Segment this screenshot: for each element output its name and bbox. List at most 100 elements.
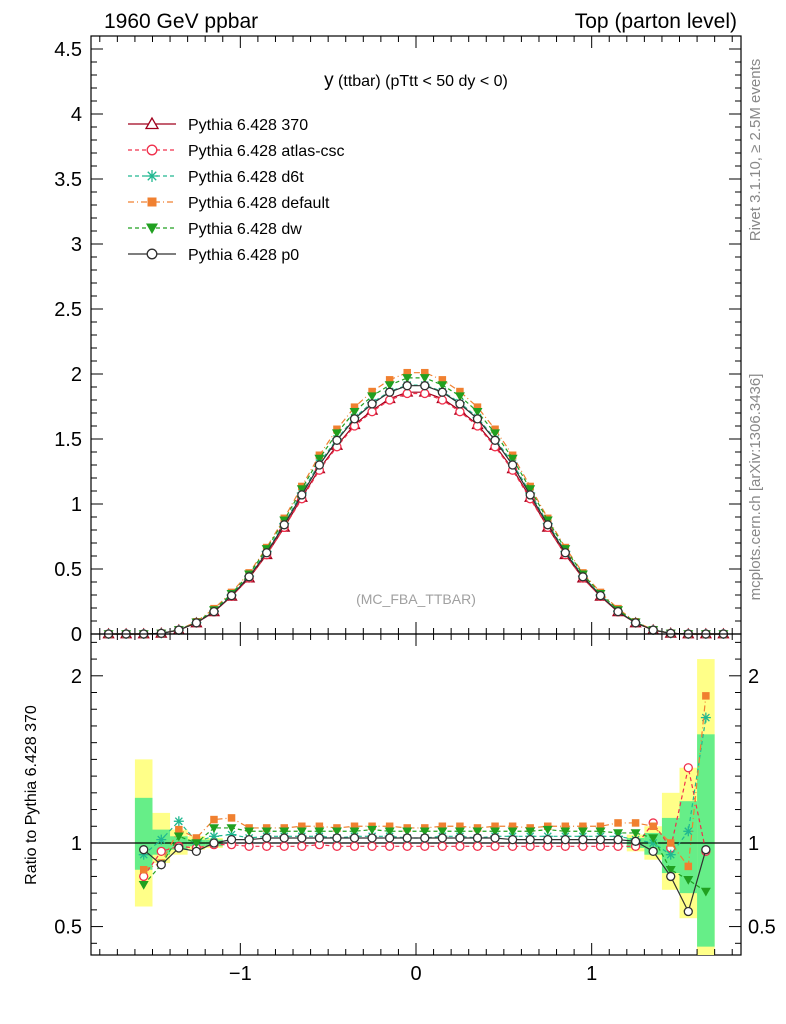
data-point [490, 435, 500, 445]
ratio-point [367, 841, 377, 851]
ratio-point [613, 834, 623, 845]
ratio-point [226, 824, 237, 833]
legend-entry: Pythia 6.428 atlas-csc [128, 143, 345, 160]
y-tick-label: 4.5 [54, 39, 82, 61]
ratio-point [579, 822, 587, 831]
ratio-series-line [143, 827, 707, 892]
ratio-point [491, 822, 499, 831]
data-point [367, 399, 377, 409]
data-point [314, 460, 325, 470]
ratio-point [420, 833, 430, 843]
data-point [456, 387, 464, 396]
ratio-point [139, 845, 149, 855]
ratio-point [156, 834, 167, 845]
ratio-y-tick-label-right: 1 [748, 833, 759, 855]
ratio-point [420, 841, 430, 851]
ratio-series-line [143, 717, 707, 856]
ratio-point [139, 865, 148, 874]
main-plot-y-tick-labels: 0 0.5 1 1.5 2 2.5 3 3.5 4 4.5 [54, 39, 82, 646]
data-point [525, 490, 535, 500]
data-point [262, 548, 272, 558]
ratio-point [227, 814, 236, 822]
ratio-point [314, 833, 325, 843]
data-point [648, 625, 658, 635]
ratio-point [525, 827, 536, 837]
ratio-point [542, 825, 553, 835]
legend-label: Pythia 6.428 p0 [188, 247, 299, 264]
ratio-point [173, 816, 184, 827]
ratio-point [578, 834, 588, 845]
ratio-point [262, 841, 272, 851]
ratio-point [332, 833, 342, 843]
ratio-y-tick-label-right: 2 [748, 666, 759, 688]
data-point [455, 399, 465, 409]
data-point [402, 381, 412, 391]
data-point [419, 374, 430, 383]
legend-entry: Pythia 6.428 dw [128, 221, 302, 238]
ratio-point [613, 829, 624, 838]
data-point [437, 381, 448, 391]
ratio-point [244, 834, 254, 845]
legend-marker [146, 144, 158, 156]
ratio-point [666, 871, 676, 882]
ratio-point [561, 822, 570, 831]
ratio-plot-series [138, 692, 711, 917]
ratio-point [456, 822, 464, 831]
data-point [385, 376, 394, 384]
ratio-point-stroke [649, 838, 658, 847]
ratio-point [543, 834, 553, 845]
data-point [349, 407, 360, 417]
data-point [507, 454, 518, 464]
ratio-point [437, 841, 448, 851]
ratio-point [349, 841, 360, 851]
ratio-point [367, 825, 378, 835]
ratio-point [297, 833, 307, 843]
mcplots-reference-label: mcplots.cern.ch [arXiv:1306.3436] [747, 374, 764, 601]
ratio-point [665, 865, 676, 875]
data-point [350, 403, 359, 411]
ratio-point [472, 833, 483, 843]
data-point [349, 414, 360, 424]
data-point [191, 618, 202, 628]
ratio-point [367, 833, 377, 843]
data-point [226, 591, 237, 601]
ratio-point [191, 839, 202, 848]
ratio-point [649, 822, 657, 831]
ratio-point [384, 827, 395, 837]
ratio-point [174, 843, 184, 853]
ratio-point [226, 834, 237, 845]
ratio-point [560, 827, 571, 837]
data-point [578, 572, 588, 582]
ratio-point [402, 833, 412, 843]
ratio-point [684, 862, 693, 871]
ratio-point [472, 827, 483, 837]
ratio-point [507, 834, 518, 845]
y-tick-label: 0.5 [54, 559, 82, 581]
data-point [384, 387, 395, 397]
ratio-plot-ticks [91, 634, 741, 955]
legend-marker [147, 197, 157, 207]
data-point [174, 625, 184, 635]
ratio-point [648, 846, 658, 856]
data-point [438, 376, 447, 384]
data-point [297, 490, 307, 500]
data-point [666, 628, 676, 638]
green-band [697, 734, 715, 947]
ratio-point [298, 822, 306, 831]
ratio-series-4 [139, 833, 711, 917]
legend-entry: Pythia 6.428 default [128, 195, 330, 212]
ratio-series-3 [138, 824, 711, 897]
ratio-point [683, 906, 693, 917]
legend-marker [146, 248, 158, 260]
header-right-label: Top (parton level) [575, 10, 737, 33]
ratio-point [279, 833, 289, 843]
main-plot-ticks [91, 35, 741, 635]
ratio-point-stroke [684, 827, 693, 836]
ratio-point [683, 876, 694, 885]
data-point [472, 414, 483, 424]
ratio-point [701, 845, 711, 855]
data-point [420, 381, 430, 391]
data-point [209, 606, 219, 617]
y-tick-label: 0 [71, 624, 82, 646]
y-tick-label: 2 [71, 364, 82, 386]
